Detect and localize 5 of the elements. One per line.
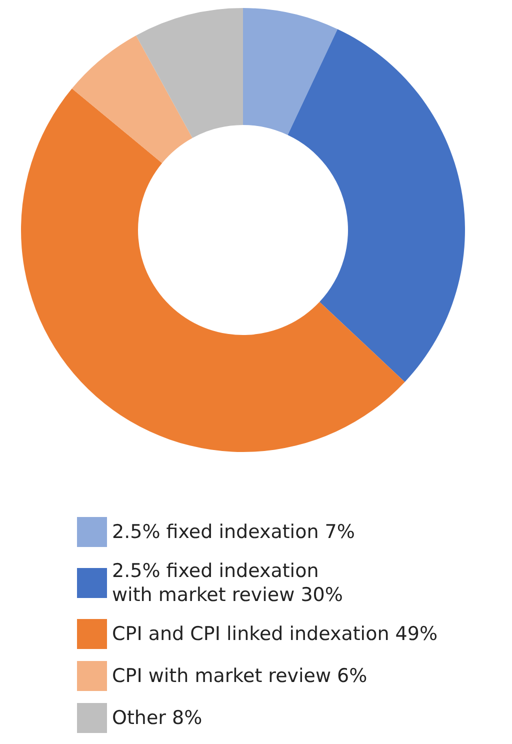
legend-label: 2.5% fixed indexation with market review 30% xyxy=(112,560,343,606)
legend-label: 2.5% fixed indexation 7% xyxy=(112,521,355,543)
legend-label: Other 8% xyxy=(112,707,202,729)
legend-label: CPI and CPI linked indexation 49% xyxy=(112,623,438,645)
legend-label: CPI with market review 6% xyxy=(112,665,368,687)
